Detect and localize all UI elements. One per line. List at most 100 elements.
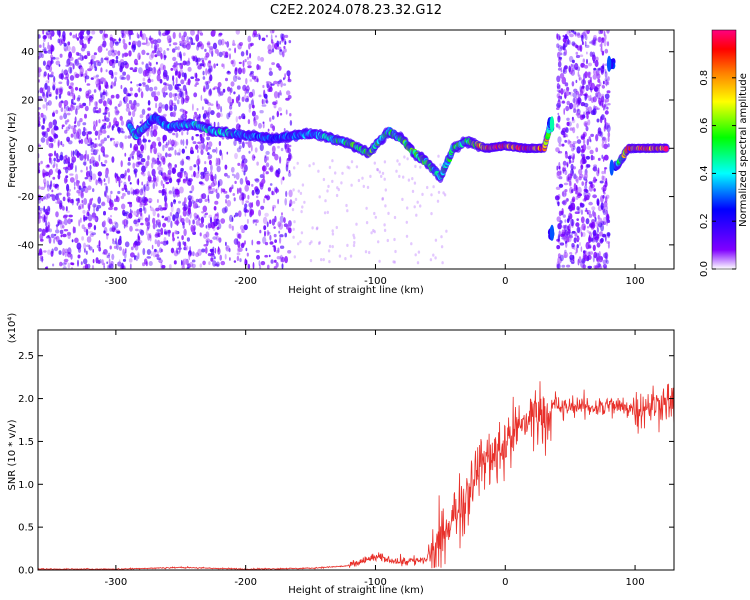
noise-speckle bbox=[584, 41, 587, 47]
noise-speckle bbox=[562, 160, 567, 166]
noise-speckle bbox=[143, 184, 146, 192]
noise-speckle bbox=[177, 52, 180, 58]
noise-speckle bbox=[557, 61, 562, 68]
noise-speckle bbox=[76, 131, 80, 139]
noise-speckle bbox=[186, 237, 190, 242]
noise-speckle bbox=[200, 57, 205, 61]
colorbar-tick-label: 0.0 bbox=[699, 261, 710, 277]
noise-speckle bbox=[568, 232, 573, 237]
noise-speckle bbox=[63, 112, 68, 120]
noise-speckle bbox=[80, 217, 82, 223]
noise-speckle bbox=[219, 91, 224, 96]
noise-speckle bbox=[124, 241, 130, 248]
noise-speckle bbox=[579, 242, 581, 246]
noise-speckle bbox=[244, 98, 249, 103]
noise-speckle bbox=[172, 75, 175, 82]
noise-speckle bbox=[44, 82, 48, 90]
noise-speckle bbox=[564, 133, 567, 137]
spectrogram-marks bbox=[38, 30, 670, 269]
noise-speckle bbox=[119, 100, 123, 107]
noise-speckle bbox=[557, 223, 562, 230]
noise-speckle bbox=[204, 55, 208, 61]
noise-speckle bbox=[285, 109, 288, 115]
noise-speckle bbox=[593, 34, 597, 41]
noise-speckle bbox=[156, 74, 161, 82]
colorbar-label: Normalized spectral amplitude bbox=[738, 73, 749, 227]
noise-speckle bbox=[254, 178, 260, 183]
noise-speckle bbox=[53, 133, 59, 139]
noise-speckle bbox=[77, 254, 81, 259]
noise-speckle bbox=[237, 77, 241, 80]
noise-speckle bbox=[292, 200, 296, 204]
noise-speckle bbox=[178, 245, 181, 253]
noise-speckle bbox=[62, 266, 67, 269]
noise-speckle bbox=[434, 256, 437, 260]
noise-speckle bbox=[78, 205, 81, 210]
noise-speckle bbox=[594, 217, 597, 222]
noise-speckle bbox=[113, 227, 116, 231]
noise-speckle bbox=[236, 147, 241, 153]
noise-speckle bbox=[301, 205, 304, 209]
noise-speckle bbox=[262, 171, 265, 180]
noise-speckle bbox=[260, 57, 265, 62]
noise-speckle bbox=[66, 139, 70, 143]
noise-speckle bbox=[82, 56, 84, 61]
noise-speckle bbox=[271, 115, 275, 120]
noise-speckle bbox=[212, 42, 218, 50]
noise-speckle bbox=[147, 155, 150, 161]
noise-speckle bbox=[70, 150, 73, 158]
noise-speckle bbox=[232, 193, 236, 196]
noise-speckle bbox=[130, 187, 133, 192]
noise-speckle bbox=[154, 39, 157, 45]
noise-speckle bbox=[571, 198, 575, 202]
noise-speckle bbox=[168, 264, 172, 269]
noise-speckle bbox=[40, 238, 44, 242]
noise-speckle bbox=[178, 241, 182, 248]
noise-speckle bbox=[286, 70, 291, 77]
noise-speckle bbox=[265, 162, 270, 168]
noise-speckle bbox=[125, 30, 130, 35]
noise-speckle bbox=[172, 214, 176, 222]
noise-speckle bbox=[383, 177, 386, 181]
noise-speckle bbox=[228, 48, 232, 51]
noise-speckle bbox=[77, 95, 81, 100]
noise-speckle bbox=[603, 252, 608, 259]
noise-speckle bbox=[229, 257, 231, 261]
noise-speckle bbox=[177, 88, 182, 93]
noise-speckle bbox=[195, 134, 199, 137]
noise-speckle bbox=[589, 41, 592, 44]
noise-speckle bbox=[168, 165, 173, 171]
noise-speckle bbox=[59, 88, 63, 95]
noise-speckle bbox=[270, 123, 274, 129]
noise-speckle bbox=[83, 258, 88, 265]
noise-speckle bbox=[193, 164, 197, 168]
spectrogram-ytick-label: 0 bbox=[28, 144, 34, 155]
noise-speckle bbox=[192, 141, 197, 145]
noise-speckle bbox=[591, 206, 596, 211]
noise-speckle bbox=[579, 202, 583, 207]
noise-speckle bbox=[103, 230, 106, 234]
noise-speckle bbox=[108, 100, 113, 106]
noise-speckle bbox=[77, 62, 82, 69]
noise-speckle bbox=[596, 233, 600, 239]
noise-speckle bbox=[95, 101, 98, 107]
noise-speckle bbox=[274, 239, 277, 244]
noise-speckle bbox=[417, 250, 421, 254]
noise-speckle bbox=[274, 153, 279, 161]
noise-speckle bbox=[64, 129, 68, 134]
noise-speckle bbox=[209, 186, 211, 189]
noise-speckle bbox=[43, 250, 47, 253]
noise-speckle bbox=[116, 195, 118, 200]
noise-speckle bbox=[177, 180, 180, 186]
noise-speckle bbox=[199, 232, 202, 237]
noise-speckle bbox=[62, 248, 66, 256]
noise-speckle bbox=[134, 255, 136, 261]
noise-speckle bbox=[156, 38, 162, 44]
noise-speckle bbox=[38, 144, 42, 147]
noise-speckle bbox=[135, 102, 140, 107]
noise-speckle bbox=[213, 256, 216, 260]
noise-speckle bbox=[226, 199, 232, 207]
noise-speckle bbox=[107, 50, 113, 57]
noise-speckle bbox=[53, 238, 56, 244]
noise-speckle bbox=[46, 135, 49, 142]
